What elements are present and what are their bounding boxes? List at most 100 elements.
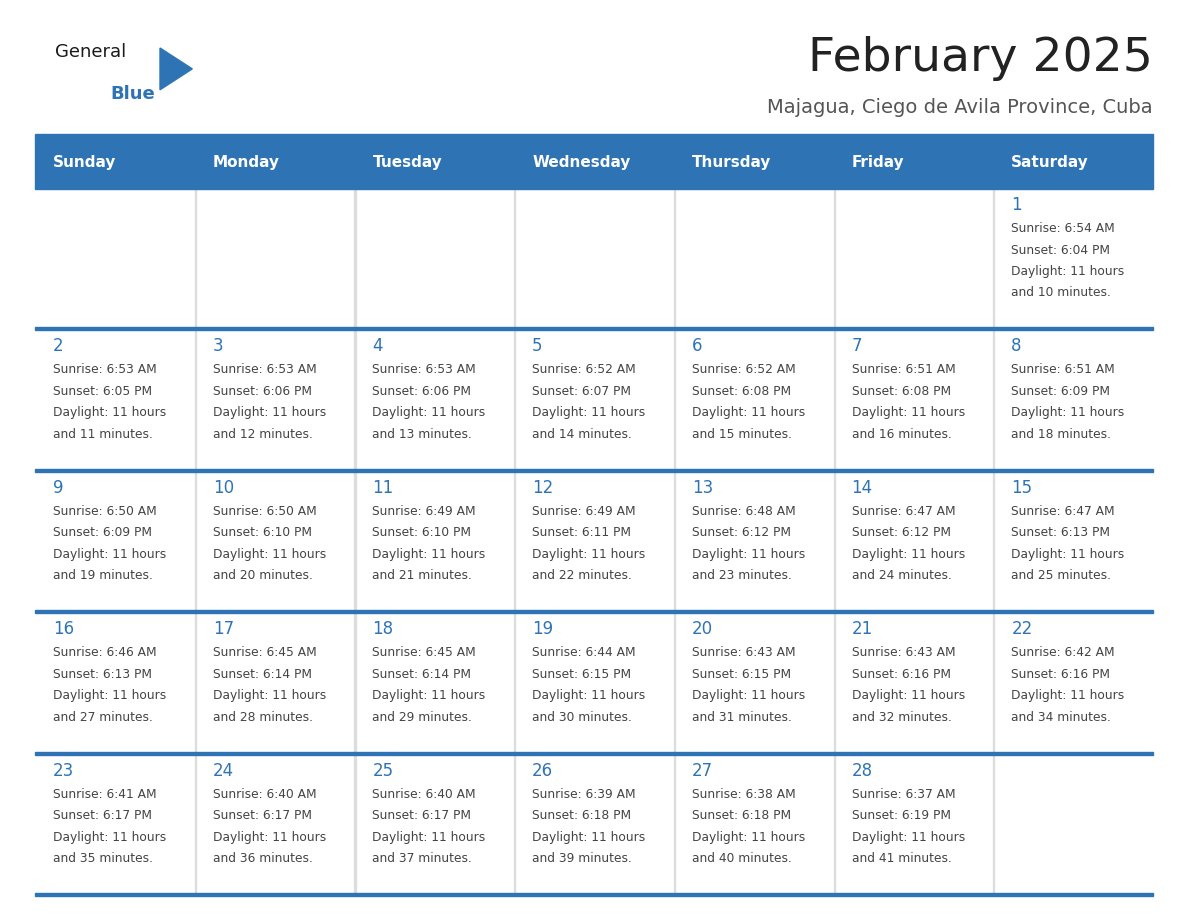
Text: Sunset: 6:17 PM: Sunset: 6:17 PM — [53, 809, 152, 823]
Text: Daylight: 11 hours: Daylight: 11 hours — [53, 831, 166, 844]
Bar — [674, 189, 834, 328]
Text: and 13 minutes.: and 13 minutes. — [372, 428, 473, 441]
Text: Sunset: 6:07 PM: Sunset: 6:07 PM — [532, 385, 631, 397]
Text: Sunrise: 6:51 AM: Sunrise: 6:51 AM — [1011, 364, 1116, 376]
Bar — [993, 755, 994, 893]
Text: Sunset: 6:10 PM: Sunset: 6:10 PM — [213, 526, 311, 539]
Bar — [195, 755, 354, 893]
Bar — [993, 613, 994, 752]
Text: 2: 2 — [53, 338, 64, 355]
Text: 12: 12 — [532, 479, 554, 497]
Text: Daylight: 11 hours: Daylight: 11 hours — [53, 689, 166, 702]
Text: Daylight: 11 hours: Daylight: 11 hours — [372, 831, 486, 844]
Text: Sunset: 6:10 PM: Sunset: 6:10 PM — [372, 526, 472, 539]
Text: and 22 minutes.: and 22 minutes. — [532, 569, 632, 582]
Text: Sunset: 6:15 PM: Sunset: 6:15 PM — [532, 667, 631, 681]
Bar — [34, 189, 195, 328]
Text: 9: 9 — [53, 479, 63, 497]
Bar — [674, 613, 675, 752]
Text: Daylight: 11 hours: Daylight: 11 hours — [691, 831, 805, 844]
Text: Sunset: 6:14 PM: Sunset: 6:14 PM — [213, 667, 311, 681]
Bar — [993, 755, 1154, 893]
Bar — [674, 330, 675, 469]
Bar — [195, 330, 196, 469]
Text: General: General — [55, 43, 126, 61]
Bar — [34, 755, 195, 893]
Bar — [34, 330, 195, 469]
Text: and 27 minutes.: and 27 minutes. — [53, 711, 153, 723]
Bar — [514, 613, 516, 752]
Text: Sunrise: 6:53 AM: Sunrise: 6:53 AM — [53, 364, 157, 376]
Text: Monday: Monday — [213, 154, 279, 170]
Text: Friday: Friday — [852, 154, 904, 170]
Text: 8: 8 — [1011, 338, 1022, 355]
Bar — [354, 330, 514, 469]
Bar — [354, 472, 355, 610]
Text: Daylight: 11 hours: Daylight: 11 hours — [1011, 548, 1125, 561]
Text: 27: 27 — [691, 762, 713, 779]
Bar — [834, 613, 993, 752]
Text: Sunset: 6:15 PM: Sunset: 6:15 PM — [691, 667, 791, 681]
Text: Daylight: 11 hours: Daylight: 11 hours — [852, 407, 965, 420]
Bar — [514, 189, 674, 328]
Text: Sunrise: 6:49 AM: Sunrise: 6:49 AM — [532, 505, 636, 518]
Bar — [514, 472, 674, 610]
Text: and 21 minutes.: and 21 minutes. — [372, 569, 473, 582]
Text: Sunset: 6:12 PM: Sunset: 6:12 PM — [691, 526, 791, 539]
Text: 7: 7 — [852, 338, 862, 355]
Text: Sunrise: 6:49 AM: Sunrise: 6:49 AM — [372, 505, 476, 518]
Text: 1: 1 — [1011, 196, 1022, 214]
Text: Daylight: 11 hours: Daylight: 11 hours — [691, 407, 805, 420]
Text: Sunrise: 6:41 AM: Sunrise: 6:41 AM — [53, 788, 157, 800]
Text: Sunrise: 6:43 AM: Sunrise: 6:43 AM — [852, 646, 955, 659]
Bar — [834, 755, 993, 893]
Text: and 34 minutes.: and 34 minutes. — [1011, 711, 1111, 723]
Text: 22: 22 — [1011, 621, 1032, 638]
Text: Sunrise: 6:40 AM: Sunrise: 6:40 AM — [213, 788, 316, 800]
Text: and 40 minutes.: and 40 minutes. — [691, 852, 791, 865]
Text: Sunrise: 6:52 AM: Sunrise: 6:52 AM — [532, 364, 636, 376]
Text: Daylight: 11 hours: Daylight: 11 hours — [691, 689, 805, 702]
Text: and 31 minutes.: and 31 minutes. — [691, 711, 791, 723]
Text: 21: 21 — [852, 621, 873, 638]
Bar — [993, 472, 994, 610]
Text: 28: 28 — [852, 762, 873, 779]
Text: Sunset: 6:16 PM: Sunset: 6:16 PM — [852, 667, 950, 681]
Text: Sunset: 6:13 PM: Sunset: 6:13 PM — [1011, 526, 1111, 539]
Bar — [834, 189, 993, 328]
Bar — [834, 472, 835, 610]
Text: Sunrise: 6:47 AM: Sunrise: 6:47 AM — [1011, 505, 1114, 518]
Bar — [354, 189, 355, 328]
Text: Daylight: 11 hours: Daylight: 11 hours — [213, 831, 326, 844]
Text: and 19 minutes.: and 19 minutes. — [53, 569, 153, 582]
Text: Sunset: 6:04 PM: Sunset: 6:04 PM — [1011, 243, 1111, 256]
Text: 23: 23 — [53, 762, 74, 779]
Bar — [514, 330, 516, 469]
Text: 4: 4 — [372, 338, 383, 355]
Bar — [514, 755, 516, 893]
Bar — [674, 189, 675, 328]
Bar — [195, 189, 354, 328]
Text: 6: 6 — [691, 338, 702, 355]
Text: Daylight: 11 hours: Daylight: 11 hours — [852, 689, 965, 702]
Text: 14: 14 — [852, 479, 873, 497]
Text: and 11 minutes.: and 11 minutes. — [53, 428, 153, 441]
Text: Daylight: 11 hours: Daylight: 11 hours — [532, 831, 645, 844]
Bar — [674, 472, 675, 610]
Bar — [34, 893, 1154, 896]
Text: and 18 minutes.: and 18 minutes. — [1011, 428, 1111, 441]
Text: Daylight: 11 hours: Daylight: 11 hours — [53, 548, 166, 561]
Bar — [354, 613, 355, 752]
Text: Sunset: 6:17 PM: Sunset: 6:17 PM — [213, 809, 311, 823]
Bar — [993, 330, 994, 469]
Bar — [674, 330, 834, 469]
Text: Sunrise: 6:52 AM: Sunrise: 6:52 AM — [691, 364, 796, 376]
Text: Sunrise: 6:48 AM: Sunrise: 6:48 AM — [691, 505, 796, 518]
Text: and 36 minutes.: and 36 minutes. — [213, 852, 312, 865]
Text: and 39 minutes.: and 39 minutes. — [532, 852, 632, 865]
Text: Daylight: 11 hours: Daylight: 11 hours — [852, 548, 965, 561]
Text: February 2025: February 2025 — [808, 36, 1154, 81]
Text: Daylight: 11 hours: Daylight: 11 hours — [532, 689, 645, 702]
Polygon shape — [160, 48, 192, 90]
Bar — [34, 613, 195, 752]
